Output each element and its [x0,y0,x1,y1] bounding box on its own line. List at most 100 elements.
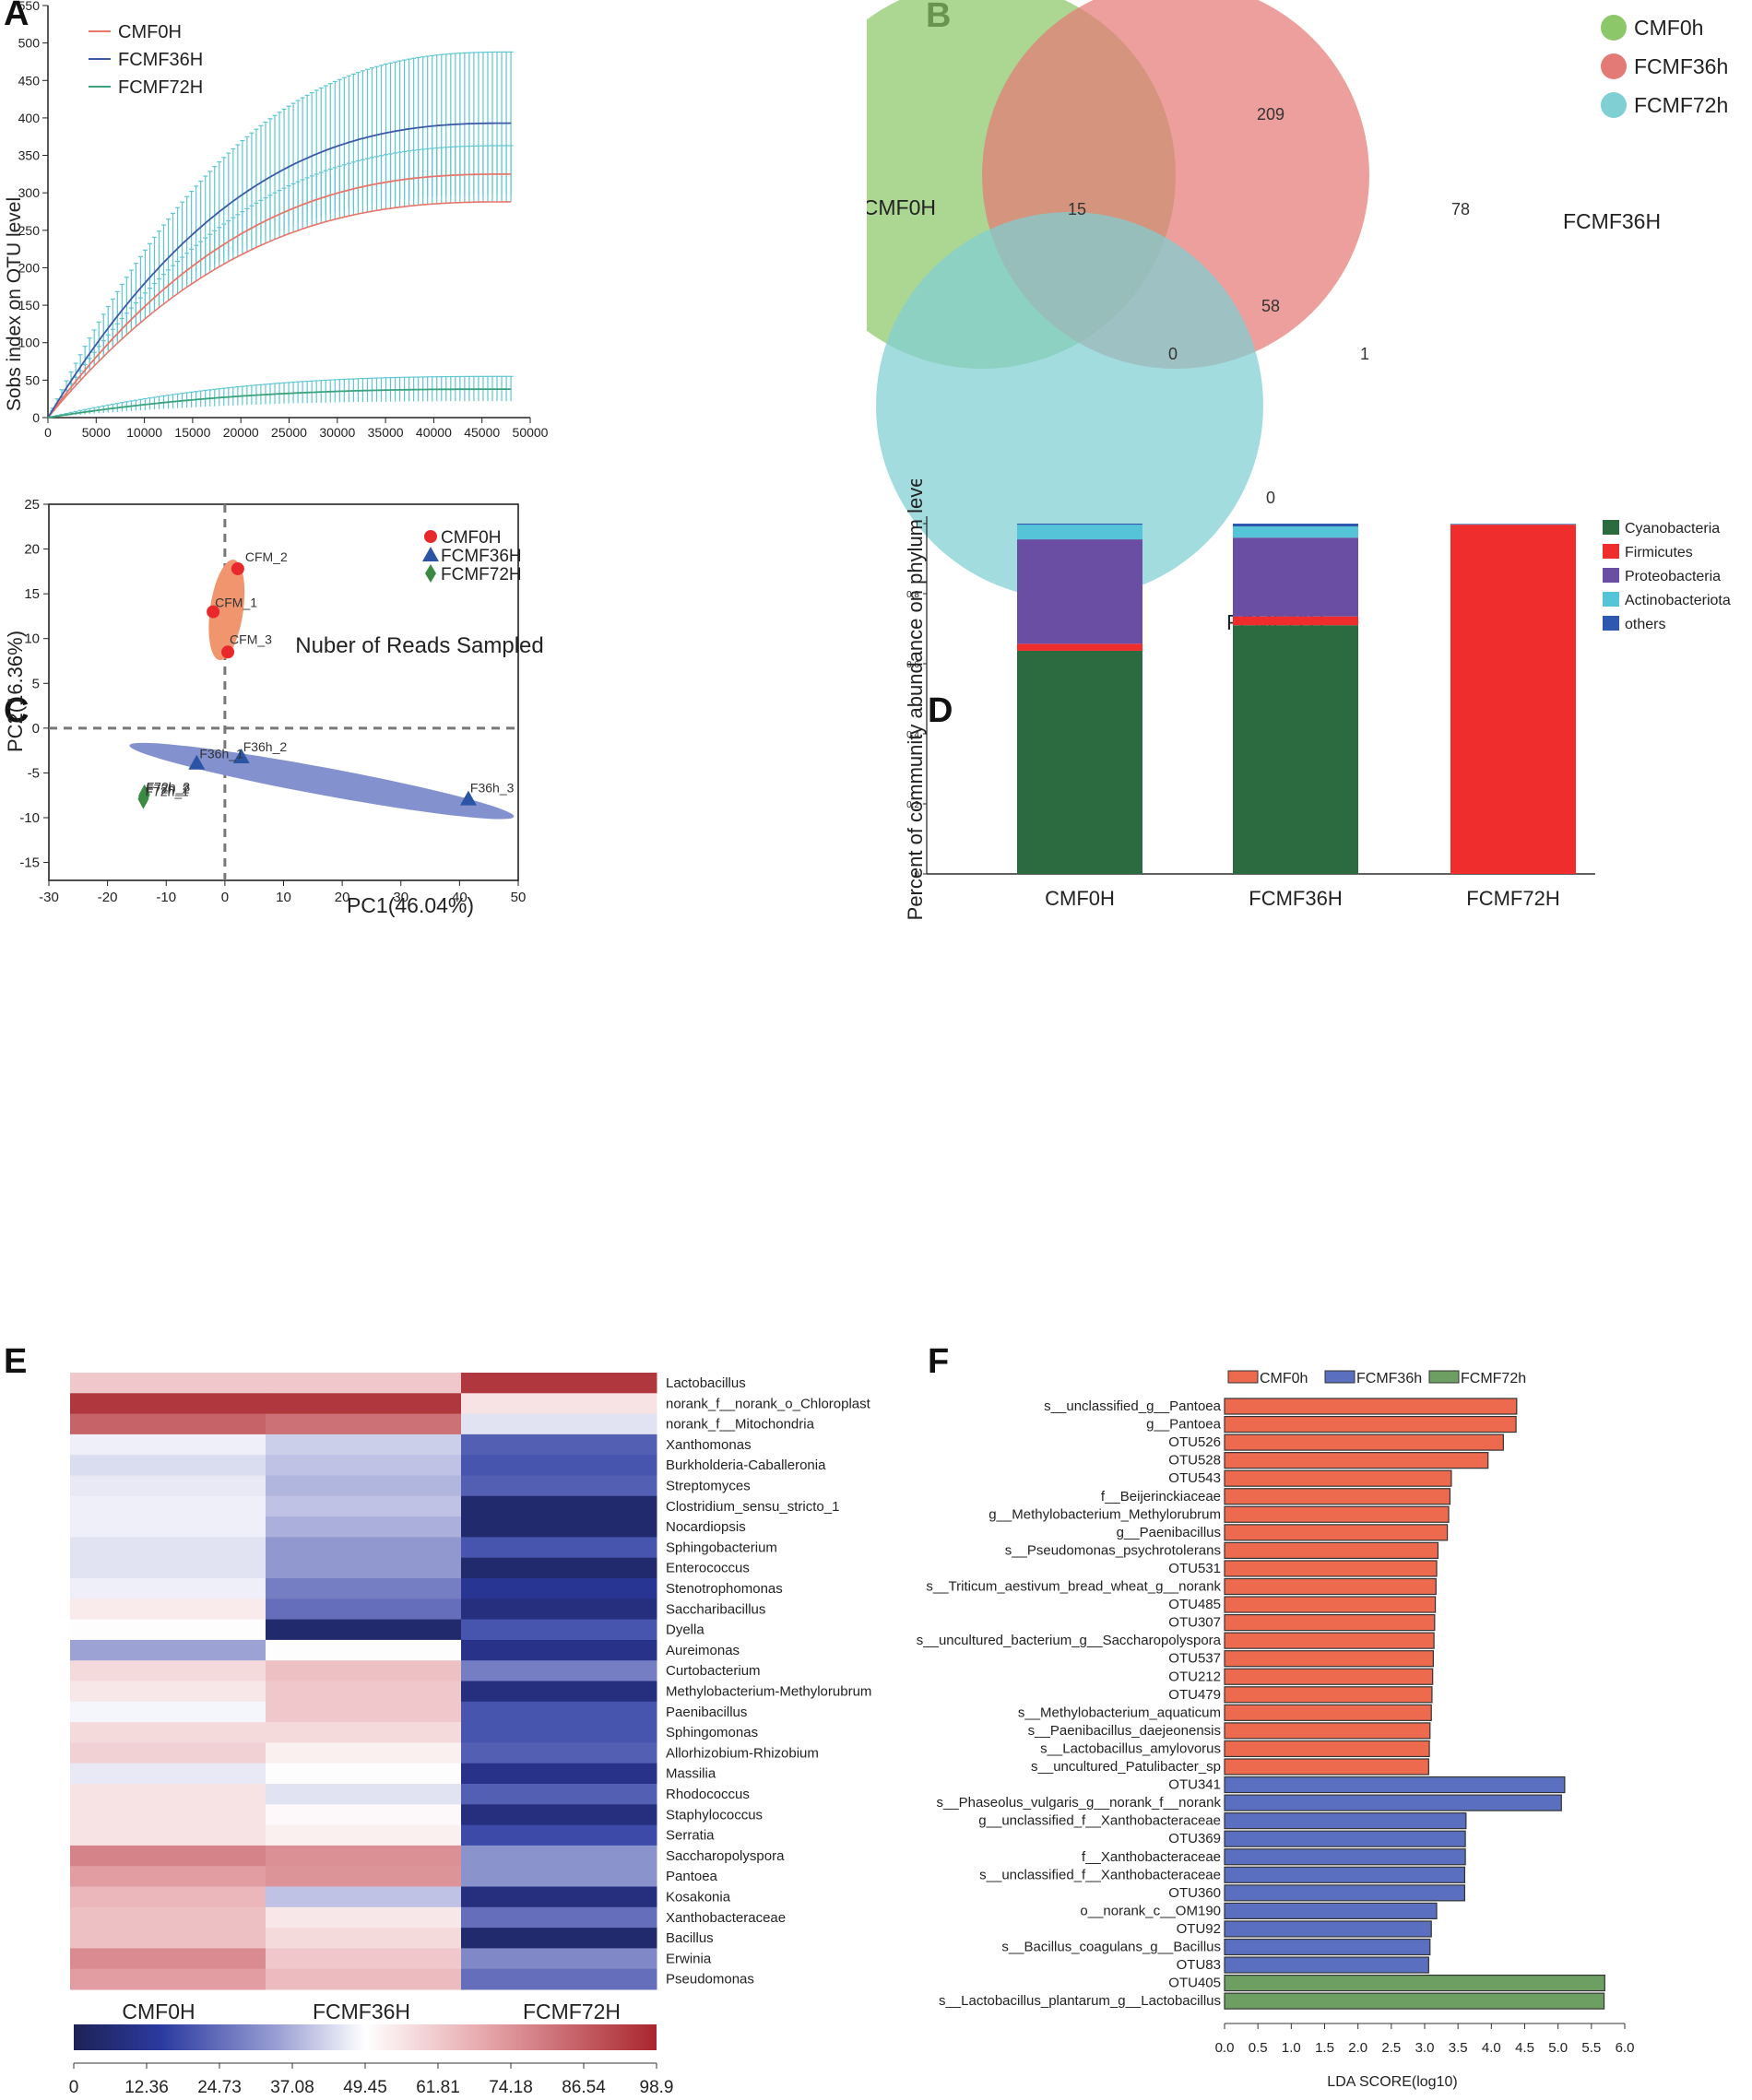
row-label: Stenotrophomonas [666,1581,783,1597]
x-tick-label: 45000 [464,425,500,440]
row-label: Sphingobacterium [666,1540,777,1555]
legend-label-FCMF72h: FCMF72h [1634,93,1728,117]
bar-CMF0H-others [1017,524,1142,525]
y-tick-label: 0 [32,410,40,425]
heatmap-cell-norank_f__Mitochondria-CMF0H [70,1413,266,1435]
heatmap-cell-Methylobacterium-Methylorubrum-FCMF72H [461,1681,657,1703]
heatmap-cell-Serratia-CMF0H [70,1824,266,1846]
y-axis-label: PC2(16.36%) [4,631,27,752]
heatmap-cell-Serratia-FCMF72H [461,1824,657,1846]
bar-label: s__Lactobacillus_plantarum_g__Lactobacil… [939,1993,1221,2009]
x-axis-label: PC1(46.04%) [347,893,474,917]
bar-label: s__Methylobacterium_aquaticum [1018,1705,1221,1720]
venn-label-FCMF36H: FCMF36H [1563,209,1661,233]
y-tick-label: 450 [18,73,41,88]
x-tick-label: 20 [335,890,350,905]
legend: CMF0h FCMF36h FCMF72h [1227,1370,1526,1386]
venn-label-CMF0H: CMF0H [867,195,936,219]
heatmap-cell-Rhodococcus-FCMF72H [461,1784,657,1805]
point-F36h_2 [232,748,250,763]
series-line-FCMF36H [47,122,512,419]
x-tick-label: 25000 [271,425,307,440]
heatmap-cell-Burkholderia-Caballeronia-FCMF72H [461,1455,657,1476]
legend-marker-FCMF36H [422,547,439,561]
venn-count-ab: 209 [1257,105,1284,124]
lda-bar-s__uncultured_Patulibacter_sp [1224,1758,1429,1776]
heatmap-cell-Aureimonas-CMF0H [70,1639,266,1661]
color-scale-label: 49.45 [343,2078,387,2097]
x-tick-label: 20000 [223,425,259,440]
heatmap-cells [70,1373,657,1990]
bar-CMF0H-Proteobacteria [1017,539,1142,644]
row-label: norank_f__norank_o_Chloroplast [666,1396,871,1411]
legend-swatch-Actinobacteriota [1603,592,1619,607]
legend-swatch-FCMF36h [1601,53,1627,79]
point-label-F72h_2: F72h_2 [146,782,190,796]
bar-CMF0H-Firmicutes [1017,643,1142,651]
row-label: Pantoea [666,1869,718,1884]
bar-label: OTU341 [1168,1777,1221,1793]
x-tick-label: 30 [393,890,408,905]
heatmap-cell-Paenibacillus-CMF0H [70,1701,266,1723]
heatmap-cell-Methylobacterium-Methylorubrum-CMF0H [70,1681,266,1703]
heatmap-cell-Nocardiopsis-CMF0H [70,1516,266,1538]
bar-label: OTU526 [1168,1434,1221,1450]
panel-label-a: A [4,0,30,33]
legend-swatch-FCMF36h [1324,1370,1355,1384]
row-label: Burkholderia-Caballeronia [666,1457,826,1473]
y-tick-label: 20 [24,542,40,558]
y-tick-label: 10 [24,631,40,647]
ellipse-FCMF36H [129,742,515,820]
heatmap-cell-Sphingobacterium-FCMF36H [266,1537,462,1559]
x-tick-label: 50000 [513,425,549,440]
lda-bar-s__Lactobacillus_amylovorus [1224,1740,1430,1758]
heatmap-cell-Enterococcus-CMF0H [70,1557,266,1579]
venn-count-abc: 58 [1261,297,1280,315]
heatmap-cell-Xanthomonas-FCMF36H [266,1433,462,1456]
x-tick-label: 35000 [368,425,404,440]
legend-label-Actinobacteriota: Actinobacteriota [1625,593,1731,608]
heatmap-cell-Serratia-FCMF36H [266,1824,462,1846]
column-label-CMF0H: CMF0H [122,2000,195,2023]
legend-label-FCMF72H: FCMF72H [118,77,203,98]
color-scale-bar [74,2024,657,2050]
lda-bar-OTU479 [1224,1686,1433,1704]
bar-CMF0H-Actinobacteriota [1017,525,1142,540]
legend-label-FCMF36H: FCMF36H [118,50,203,70]
row-label: Sphingomonas [666,1725,758,1740]
bar-label: OTU307 [1168,1615,1221,1631]
legend: Cyanobacteria Firmicutes Proteobacteria Act… [1603,520,1731,632]
x-tick-label: -10 [156,890,176,905]
x-axis: 0.0 0.5 1.0 1.5 2.0 2.5 3.0 3.5 4.0 4.5 5.0 5.5 6.0 [1215,2023,1634,2056]
heatmap-cell-Bacillus-FCMF36H [266,1928,462,1949]
color-scale-label: 86.54 [562,2078,606,2097]
bar-FCMF36H-Proteobacteria [1233,537,1358,617]
bar-label: s__uncultured_bacterium_g__Saccharopolys… [917,1633,1222,1648]
bar-label: g__unclassified_f__Xanthobacteraceae [978,1813,1221,1829]
x-tick-label: 3.5 [1449,2040,1468,2056]
heatmap-cell-Nocardiopsis-FCMF72H [461,1516,657,1538]
y-tick-label: -10 [19,810,40,826]
bar-label: OTU537 [1168,1651,1221,1667]
x-tick-label: 5.0 [1548,2040,1568,2056]
heatmap-cell-Dyella-FCMF36H [266,1619,462,1641]
heatmap-cell-Massilia-FCMF72H [461,1763,657,1785]
bar-label: OTU543 [1168,1470,1221,1486]
heatmap-cell-Sphingobacterium-CMF0H [70,1537,266,1559]
x-tick-label: 5.5 [1581,2040,1601,2056]
heatmap-cell-Burkholderia-Caballeronia-CMF0H [70,1455,266,1476]
x-tick-label: FCMF72H [1466,887,1559,910]
y-tick-label: 0 [32,721,40,737]
bar-label: f__Xanthobacteraceae [1082,1849,1221,1865]
row-label: Curtobacterium [666,1663,761,1679]
point-CFM_2 [231,561,244,575]
bar-label: OTU528 [1168,1453,1221,1469]
heatmap-cell-Curtobacterium-FCMF72H [461,1660,657,1681]
column-label-FCMF72H: FCMF72H [523,2000,621,2023]
x-tick-label: 5000 [82,425,111,440]
legend-swatch-Cyanobacteria [1603,520,1619,535]
row-label: Methylobacterium-Methylorubrum [666,1684,871,1700]
x-tick-label: 1.0 [1282,2040,1301,2056]
venn-count-b_only: 78 [1451,200,1470,218]
row-label: Clostridium_sensu_stricto_1 [666,1499,839,1515]
